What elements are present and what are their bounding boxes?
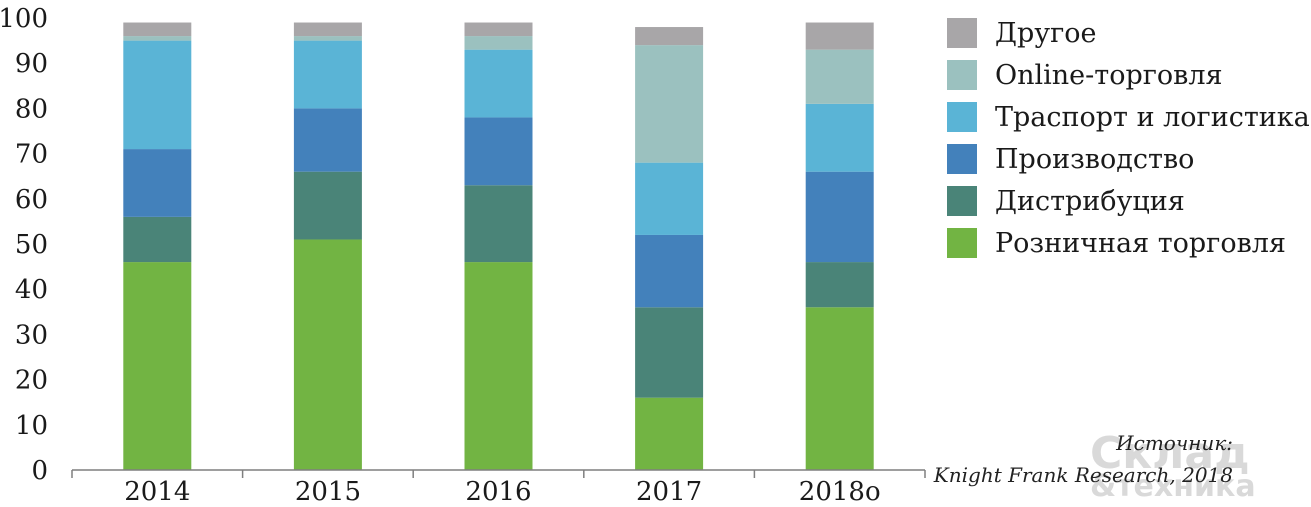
y-tick-label: 40 bbox=[15, 275, 48, 305]
bar-segment bbox=[464, 22, 533, 37]
legend-swatch bbox=[947, 102, 977, 132]
legend-item: Дистрибуция bbox=[947, 186, 1185, 217]
bar-segment bbox=[805, 49, 874, 104]
x-tick-label: 2014 bbox=[124, 477, 190, 507]
legend-label: Производство bbox=[995, 144, 1194, 175]
bar-segment bbox=[464, 117, 533, 186]
y-tick-label: 10 bbox=[15, 411, 48, 441]
bar-segment bbox=[123, 149, 192, 217]
bar-segment bbox=[464, 36, 533, 50]
x-tick-label: 2015 bbox=[295, 477, 361, 507]
bar-segment bbox=[123, 262, 192, 470]
source-line-2: Knight Frank Research, 2018 bbox=[933, 463, 1233, 487]
y-tick-label: 70 bbox=[15, 140, 48, 170]
bar-segment bbox=[293, 171, 362, 240]
bar-segment bbox=[805, 307, 874, 470]
legend-label: Дистрибуция bbox=[995, 186, 1185, 217]
y-tick-label: 0 bbox=[31, 456, 48, 486]
x-axis: 2014 2015 2016 2017 2018о bbox=[71, 469, 926, 507]
legend-item: Другое bbox=[947, 18, 1097, 49]
x-tick-label: 2018о bbox=[799, 477, 881, 507]
bar-segment bbox=[123, 216, 192, 263]
bar-segment bbox=[123, 36, 192, 41]
bar-segment bbox=[464, 49, 533, 118]
legend-swatch bbox=[947, 186, 977, 216]
legend-swatch bbox=[947, 18, 977, 48]
x-tick-label: 2017 bbox=[636, 477, 702, 507]
y-tick-label: 90 bbox=[15, 49, 48, 79]
legend-label: Другое bbox=[995, 18, 1097, 49]
bar-segment bbox=[123, 40, 192, 150]
legend-label: Розничная торговля bbox=[995, 228, 1286, 259]
watermark: Склад&техника bbox=[1090, 428, 1256, 504]
bar-segment bbox=[635, 27, 704, 46]
watermark-line-2: &техника bbox=[1090, 469, 1256, 504]
legend-swatch bbox=[947, 144, 977, 174]
y-tick-label: 60 bbox=[15, 185, 48, 215]
bar-segment bbox=[293, 36, 362, 41]
legend-item: Розничная торговля bbox=[947, 228, 1286, 259]
bar-segment bbox=[635, 397, 704, 470]
bar-segment bbox=[635, 307, 704, 398]
bar-segment bbox=[805, 103, 874, 172]
y-tick-label: 50 bbox=[15, 230, 48, 260]
source-line-1: Источник: bbox=[1115, 431, 1233, 455]
legend-item: Online-торговля bbox=[947, 60, 1223, 91]
bar-segment bbox=[464, 185, 533, 263]
bar-segment bbox=[293, 239, 362, 470]
bar-segment bbox=[635, 234, 704, 308]
y-axis: 0 10 20 30 40 50 60 70 80 90 100 bbox=[0, 4, 48, 486]
legend-swatch bbox=[947, 60, 977, 90]
bar-segment bbox=[293, 40, 362, 109]
legend-swatch bbox=[947, 228, 977, 258]
bar-segment bbox=[635, 45, 704, 163]
y-tick-label: 80 bbox=[15, 94, 48, 124]
bar-segment bbox=[293, 108, 362, 172]
legend-label: Траспорт и логистика bbox=[995, 102, 1310, 133]
bar-segment bbox=[805, 22, 874, 50]
watermark-line-1: Склад bbox=[1090, 428, 1250, 479]
source-note: Источник: Knight Frank Research, 2018 bbox=[933, 431, 1233, 487]
legend-item: Производство bbox=[947, 144, 1194, 175]
bar-segment bbox=[635, 162, 704, 235]
bar-segment bbox=[805, 171, 874, 263]
legend-item: Траспорт и логистика bbox=[947, 102, 1310, 133]
legend: Другое Online-торговля Траспорт и логистик… bbox=[947, 18, 1310, 259]
legend-label: Online-торговля bbox=[995, 60, 1223, 91]
bars bbox=[123, 22, 874, 470]
x-tick-label: 2016 bbox=[465, 477, 531, 507]
bar-segment bbox=[464, 262, 533, 470]
bar-segment bbox=[293, 22, 362, 37]
y-tick-label: 100 bbox=[0, 4, 48, 34]
bar-segment bbox=[123, 22, 192, 37]
bar-segment bbox=[805, 262, 874, 308]
y-tick-label: 20 bbox=[15, 366, 48, 396]
y-tick-label: 30 bbox=[15, 320, 48, 350]
